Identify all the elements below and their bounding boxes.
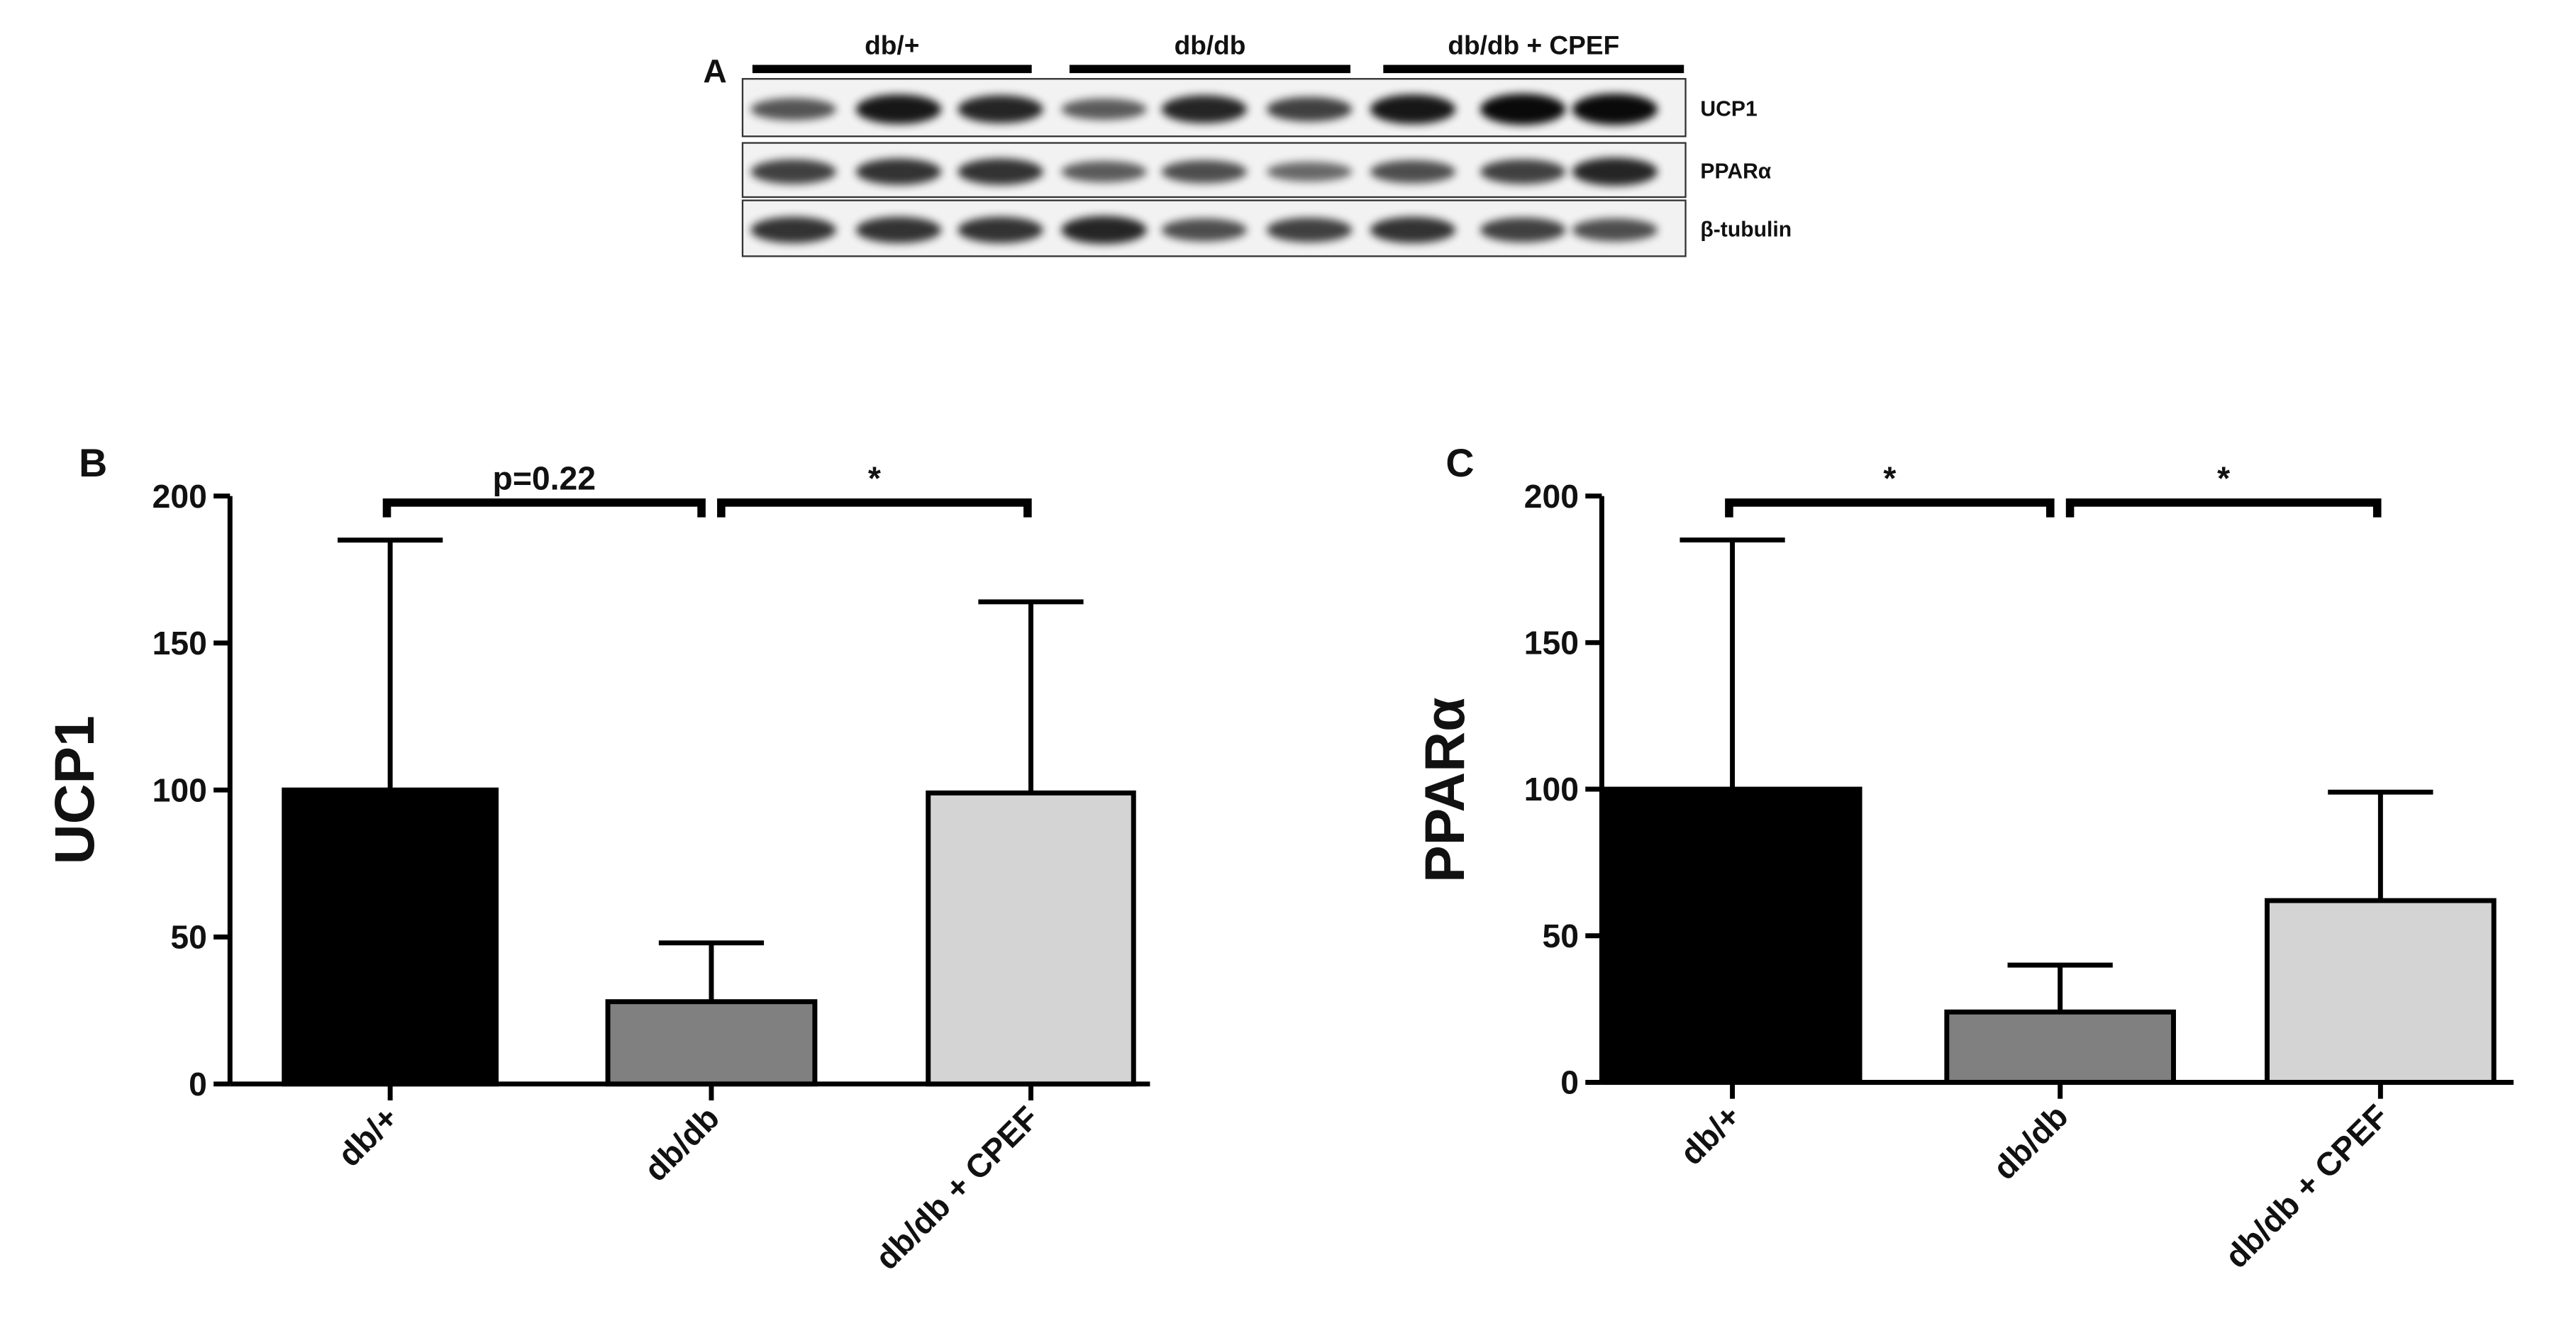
group-label: db/db + CPEF xyxy=(1448,30,1619,60)
bar xyxy=(1602,786,1862,1085)
row-label: β-tubulin xyxy=(1700,218,1792,242)
bar xyxy=(605,999,818,1087)
significance-bracket xyxy=(1725,498,2055,518)
blot-band xyxy=(855,94,942,124)
significance-bracket xyxy=(2065,498,2382,518)
blot-band xyxy=(1161,218,1248,242)
blot-band xyxy=(1266,96,1353,122)
bar xyxy=(282,787,499,1087)
row-label: PPARα xyxy=(1700,160,1771,183)
significance-bracket xyxy=(717,498,1032,518)
blot-band xyxy=(1061,161,1147,183)
y-axis-label: UCP1 xyxy=(43,715,106,864)
blot-band xyxy=(1161,160,1248,184)
blot-band xyxy=(957,95,1043,123)
blot-band xyxy=(1161,95,1248,123)
group-label: db/db xyxy=(1175,30,1246,60)
y-tick-label: 150 xyxy=(152,625,207,662)
y-axis-label: PPARα xyxy=(1414,698,1476,883)
blot-band xyxy=(855,158,942,185)
blot-band xyxy=(957,158,1043,185)
blot-band xyxy=(1480,217,1566,242)
y-tick-label: 150 xyxy=(1524,625,1579,662)
panel-label: C xyxy=(1445,441,1474,485)
y-tick-label: 100 xyxy=(152,771,207,808)
blot-band xyxy=(1480,94,1566,126)
blot-band xyxy=(1572,218,1658,242)
blot-band xyxy=(1480,159,1566,184)
bar xyxy=(926,790,1136,1087)
y-tick-label: 200 xyxy=(152,478,207,515)
y-tick-label: 50 xyxy=(1542,918,1579,954)
blot-band xyxy=(750,216,837,243)
y-tick-label: 50 xyxy=(170,919,207,956)
significance-label: * xyxy=(2217,459,2230,496)
y-tick-label: 200 xyxy=(1524,478,1579,515)
y-tick-label: 100 xyxy=(1524,771,1579,808)
significance-label: p=0.22 xyxy=(493,459,596,496)
significance-bracket xyxy=(382,498,706,518)
panel-label: A xyxy=(703,52,726,89)
blot-band xyxy=(1266,217,1353,242)
panel-label: B xyxy=(79,441,107,485)
blot-band xyxy=(855,216,942,243)
blot-band xyxy=(957,216,1043,243)
blot-band xyxy=(750,159,837,184)
significance-label: * xyxy=(868,459,881,496)
bar xyxy=(2265,898,2497,1085)
blot-band xyxy=(1370,160,1456,184)
y-tick-label: 0 xyxy=(1560,1064,1579,1101)
significance-label: * xyxy=(1883,459,1896,496)
blot-band xyxy=(1572,94,1658,126)
y-tick-label: 0 xyxy=(189,1066,207,1103)
row-label: UCP1 xyxy=(1700,97,1757,121)
blot-band xyxy=(1370,94,1456,124)
group-label: db/+ xyxy=(865,30,919,60)
blot-band xyxy=(1266,162,1353,182)
western-blot: A db/+ db/db db/db + CPEF UCP1 PPARα β-tubuli… xyxy=(703,30,1792,257)
blot-band xyxy=(1370,216,1456,243)
blot-band xyxy=(1572,157,1658,186)
blot-band xyxy=(1061,216,1147,245)
bar xyxy=(1944,1009,2176,1085)
blot-band xyxy=(1061,99,1147,121)
blot-band xyxy=(750,98,837,121)
